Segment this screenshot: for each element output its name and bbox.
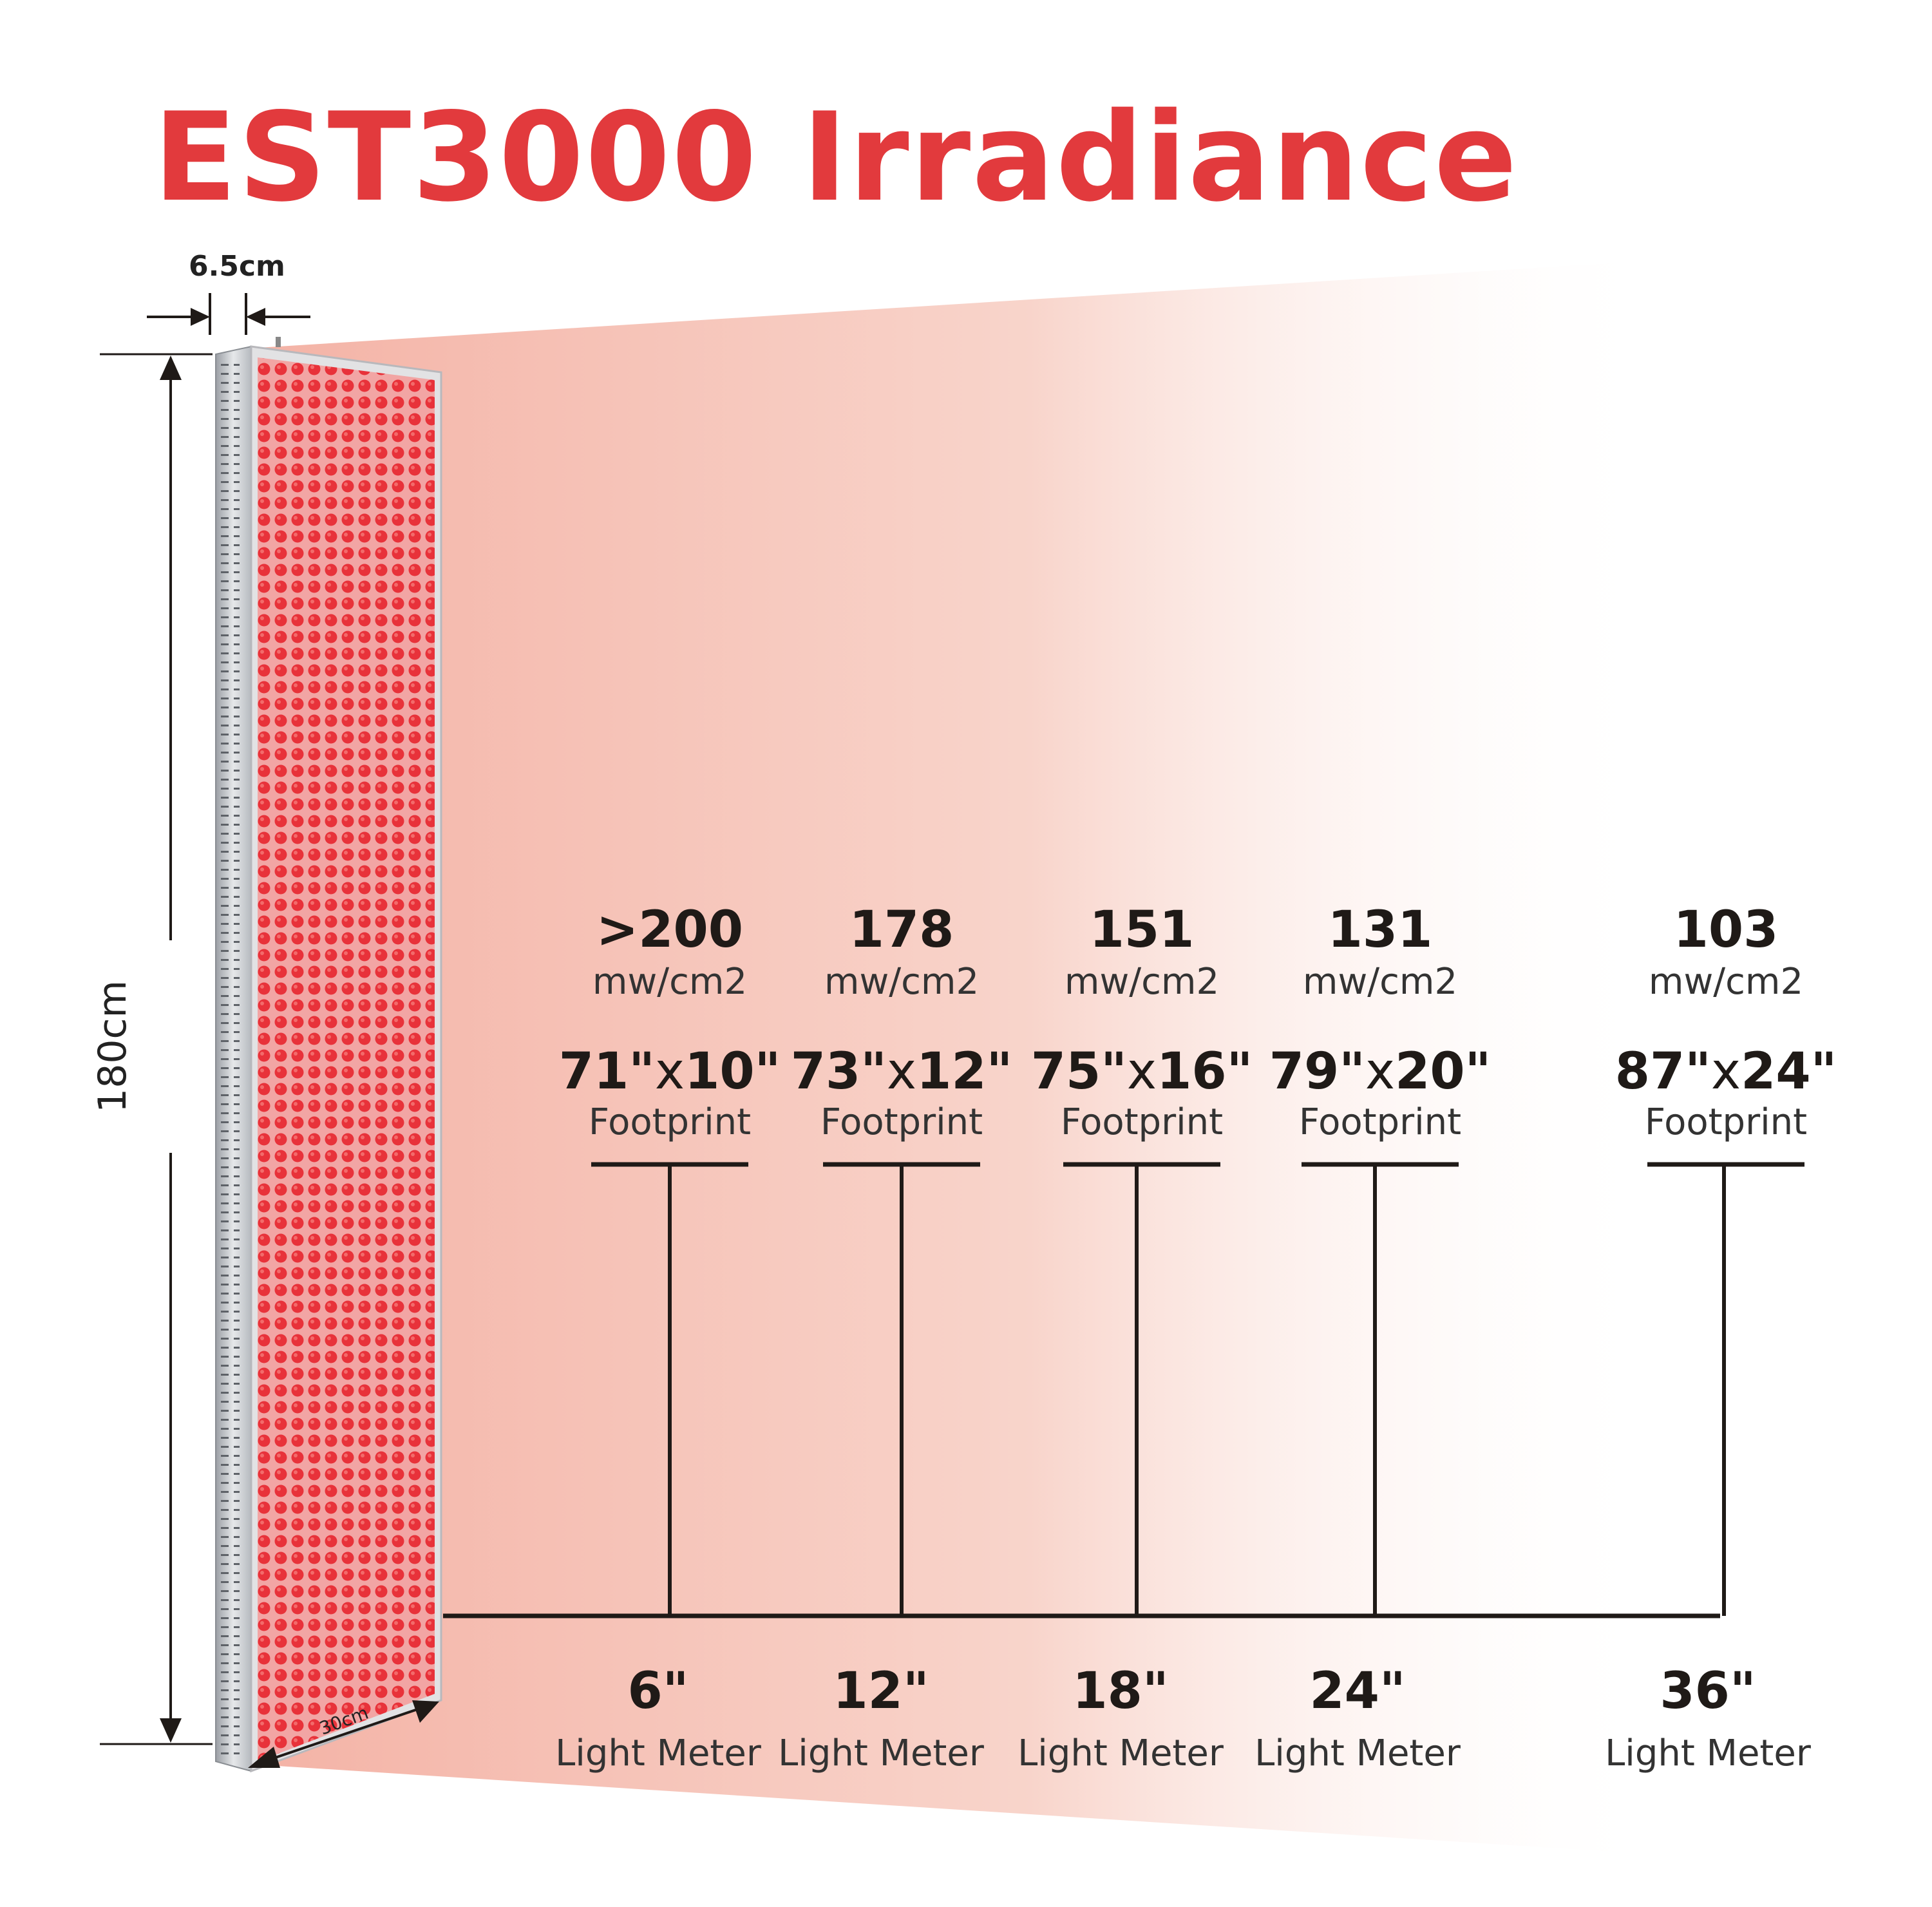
- footprint-size: 73"x12": [786, 1047, 1018, 1097]
- footprint-label: Footprint: [820, 1101, 983, 1143]
- footprint-label: Footprint: [1298, 1101, 1462, 1143]
- footprint-length: 87": [1615, 1043, 1711, 1101]
- light-meter-label: Light Meter: [778, 1732, 984, 1774]
- depth-arrowhead-left: [191, 308, 210, 326]
- distance-value: 18": [1072, 1662, 1169, 1720]
- footprint-length: 71": [558, 1043, 655, 1101]
- light-meter-label: Light Meter: [1255, 1732, 1461, 1774]
- irradiance-value: 151: [1089, 901, 1195, 959]
- panel-vents: [220, 361, 240, 1758]
- irradiance-value: 131: [1327, 901, 1433, 959]
- footprint-size: 79"x20": [1264, 1047, 1496, 1097]
- footprint-width: 16": [1157, 1043, 1253, 1101]
- footprint-times: x: [1710, 1043, 1741, 1101]
- width-arrowhead-left: [248, 1747, 280, 1768]
- irradiance-value: 103: [1673, 901, 1779, 959]
- footprint-width: 10": [685, 1043, 781, 1101]
- light-meter-label: Light Meter: [1605, 1732, 1811, 1774]
- depth-label: 6.5cm: [189, 250, 285, 283]
- footprint-times: x: [886, 1043, 917, 1101]
- footprint-times: x: [654, 1043, 685, 1101]
- irradiance-unit: mw/cm2: [824, 961, 980, 1003]
- page-title: EST3000 Irradiance: [153, 86, 1519, 229]
- height-label: 180cm: [90, 980, 135, 1113]
- footprint-length: 79": [1269, 1043, 1365, 1101]
- light-meter-label: Light Meter: [555, 1732, 761, 1774]
- footprint-size: 87"x24": [1610, 1047, 1842, 1097]
- footprint-length: 73": [790, 1043, 887, 1101]
- footprint-times: x: [1365, 1043, 1396, 1101]
- depth-arrowhead-right: [246, 308, 265, 326]
- distance-value: 36": [1660, 1662, 1756, 1720]
- footprint-label: Footprint: [1060, 1101, 1224, 1143]
- irradiance-unit: mw/cm2: [1648, 961, 1804, 1003]
- footprint-size: 71"x10": [554, 1047, 786, 1097]
- footprint-label: Footprint: [588, 1101, 752, 1143]
- distance-value: 12": [833, 1662, 929, 1720]
- height-arrowhead-top: [160, 356, 182, 380]
- distance-value: 24": [1309, 1662, 1406, 1720]
- footprint-width: 20": [1395, 1043, 1492, 1101]
- footprint-width: 12": [916, 1043, 1013, 1101]
- height-arrowhead-bottom: [160, 1718, 182, 1743]
- width-arrowhead-right: [412, 1700, 439, 1723]
- light-meter-label: Light Meter: [1018, 1732, 1224, 1774]
- footprint-times: x: [1126, 1043, 1157, 1101]
- panel-knob: [276, 337, 281, 347]
- irradiance-unit: mw/cm2: [1302, 961, 1458, 1003]
- irradiance-value: 178: [849, 901, 954, 959]
- distance-value: 6": [627, 1662, 689, 1720]
- irradiance-unit: mw/cm2: [592, 961, 748, 1003]
- width-arrow: [263, 1705, 426, 1763]
- footprint-label: Footprint: [1644, 1101, 1808, 1143]
- meter-markers: [591, 1162, 1804, 1616]
- irradiance-value: >200: [596, 901, 744, 959]
- footprint-size: 75"x16": [1026, 1047, 1258, 1097]
- irradiance-unit: mw/cm2: [1064, 961, 1220, 1003]
- footprint-width: 24": [1741, 1043, 1837, 1101]
- footprint-length: 75": [1030, 1043, 1127, 1101]
- led-array: [258, 357, 435, 1761]
- light-beam: [258, 261, 1662, 1855]
